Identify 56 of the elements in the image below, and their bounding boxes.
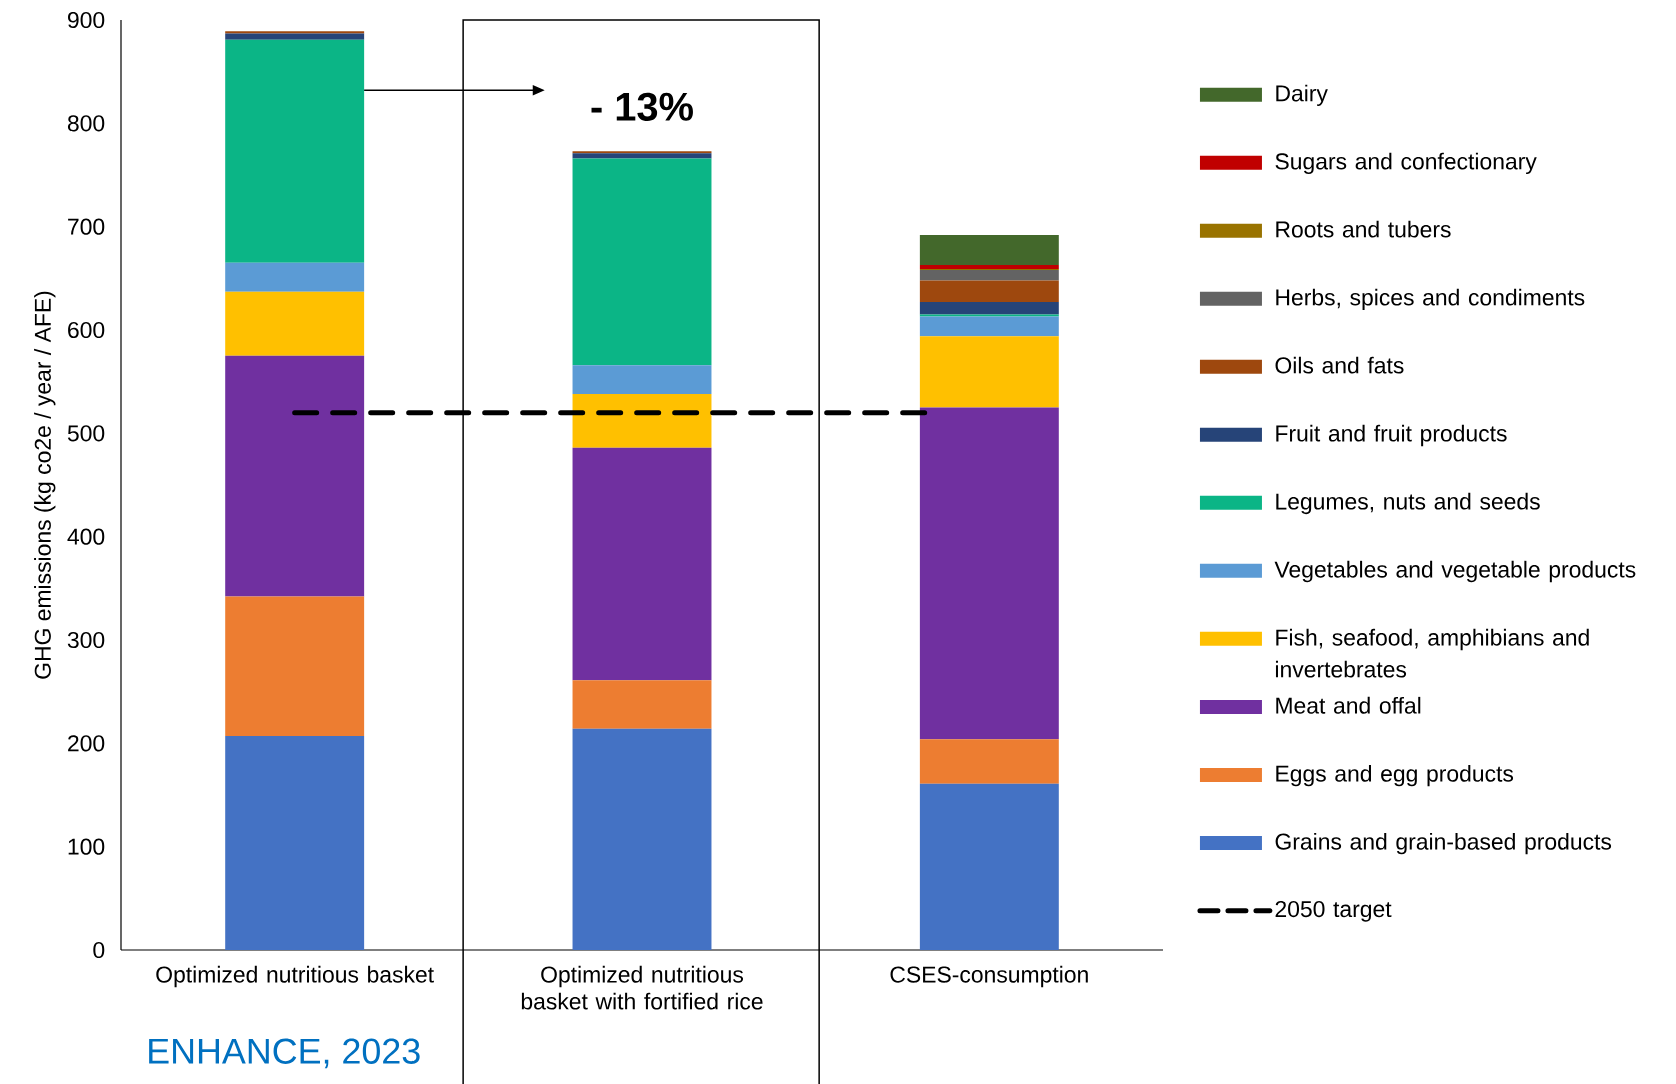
y-tick-label: 700 [68,218,105,235]
bar [919,302,1059,315]
bar [225,31,365,34]
bar [572,680,712,729]
y-axis-title: GHG emissions (kg co2e / year / AFE) [34,291,56,679]
y-tick-label: 300 [67,631,105,649]
bar [919,234,1059,265]
bar [919,316,1059,337]
y-tick-label: 0 [93,941,105,959]
legend-label: Sugars and confectionary [1275,152,1537,175]
y-tick-label: 400 [67,528,105,545]
y-tick-label: 500 [67,425,105,442]
bar [919,264,1059,270]
bar [225,291,365,356]
y-tick-label: 800 [67,115,105,132]
bar [919,407,1059,740]
legend-label: Grains and grain-based products [1275,832,1612,855]
bar [572,728,712,950]
legend-label: Eggs and egg products [1276,764,1514,787]
bar [225,33,365,40]
bar [572,365,712,395]
y-tick-label: 900 [68,11,105,29]
bar [919,314,1059,317]
bar [225,736,365,950]
bar [225,596,365,737]
bar [919,270,1059,281]
legend-label: Legumes, nuts and seeds [1276,492,1540,515]
bar [572,394,712,448]
legend-label: Dairy [1276,84,1328,106]
text: ENHANCE, 2023 [149,1038,420,1069]
bar [572,151,712,154]
y-tick-label: 200 [68,735,105,752]
bar [919,783,1059,950]
legend-label: Roots and tubers [1276,220,1451,238]
bar [225,262,365,292]
bar [225,39,365,263]
x-tick-label: Optimized nutritious basket with fortified rice [521,965,763,1010]
legend-label: Meat and offal [1276,696,1421,714]
bar [572,447,712,681]
legend-label: Oils and fats [1275,356,1404,374]
legend-label: 2050 target [1275,900,1392,922]
bar [919,336,1059,408]
x-tick-label: CSES-consumption [890,965,1088,988]
legend-label: Vegetables and vegetable products [1274,560,1636,583]
bar [919,739,1059,784]
bar [572,153,712,159]
bar [919,280,1059,303]
y-tick-label: 100 [68,838,105,855]
x-tick-label: Optimized nutritious basket [156,965,434,988]
annotation: - 13% [591,92,693,121]
bar [572,158,712,366]
bar [225,355,365,597]
legend-label: Fruit and fruit products [1276,424,1507,447]
y-tick-label: 600 [68,321,105,339]
legend-label: Herbs, spices and condiments [1276,288,1585,311]
legend-label: Fish, seafood, amphibians and invertebrates [1275,628,1589,678]
